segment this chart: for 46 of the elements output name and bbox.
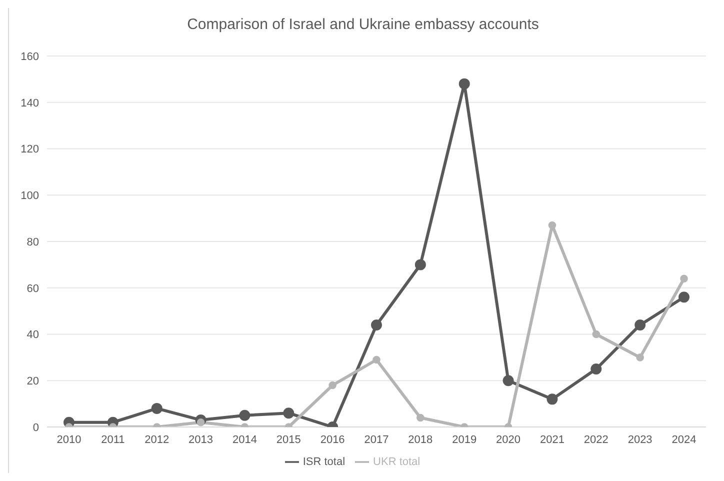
x-tick-label: 2018 [408, 434, 433, 446]
legend-label: UKR total [373, 456, 420, 468]
legend-label: ISR total [302, 456, 346, 468]
point [371, 319, 382, 330]
y-tick-label: 0 [32, 422, 39, 434]
point [680, 274, 688, 282]
y-tick-label: 60 [26, 282, 39, 295]
x-tick-label: 2020 [496, 434, 521, 446]
point [328, 381, 336, 390]
x-tick-label: 2012 [144, 434, 170, 446]
y-tick-label: 140 [20, 97, 39, 110]
point [502, 375, 514, 386]
point [416, 414, 424, 422]
y-tick-label: 160 [20, 50, 39, 63]
y-tick-label: 100 [20, 190, 39, 202]
x-tick-label: 2014 [232, 434, 257, 446]
point [458, 78, 470, 90]
x-tick-label: 2021 [540, 434, 564, 446]
y-tick-label: 20 [26, 376, 39, 388]
point [414, 259, 426, 270]
point [196, 418, 205, 426]
point [283, 408, 294, 419]
x-tick-label: 2019 [452, 434, 477, 446]
chart-title: Comparison of Israel and Ukraine embassy accounts [186, 15, 540, 35]
x-tick-label: 2010 [56, 434, 82, 446]
point [239, 410, 250, 421]
point [546, 394, 558, 405]
point [372, 356, 380, 364]
x-tick-label: 2024 [672, 434, 696, 446]
x-tick-label: 2011 [101, 434, 125, 446]
y-tick-label: 80 [26, 236, 39, 248]
point [151, 402, 162, 414]
x-tick-label: 2023 [628, 434, 652, 446]
point [548, 221, 556, 230]
y-tick-label: 120 [20, 144, 39, 156]
x-tick-label: 2017 [364, 434, 389, 446]
y-tick-label: 40 [26, 329, 39, 342]
point [678, 292, 690, 303]
point [634, 319, 646, 330]
x-tick-label: 2022 [584, 434, 608, 446]
x-tick-label: 2016 [320, 434, 345, 446]
x-tick-label: 2013 [188, 434, 214, 446]
point [592, 330, 600, 338]
point [636, 354, 644, 362]
point [590, 364, 602, 375]
x-tick-label: 2015 [276, 434, 301, 446]
